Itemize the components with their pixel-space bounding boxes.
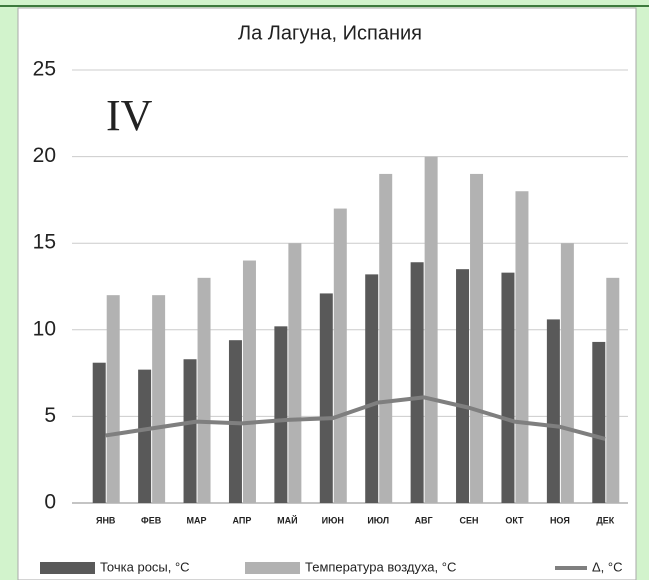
bar	[183, 359, 197, 503]
line-series	[105, 395, 606, 441]
bar	[288, 243, 302, 503]
x-tick-label: ОКТ	[505, 515, 524, 525]
x-tick-label: ФЕВ	[141, 515, 162, 525]
legend-label: Точка росы, °С	[100, 559, 190, 574]
bar	[197, 277, 211, 503]
x-tick-label: СЕН	[460, 515, 479, 525]
x-tick-label: ДЕК	[596, 515, 614, 525]
bar	[410, 262, 424, 503]
bar	[606, 277, 620, 503]
chart-title: Ла Лагуна, Испания	[238, 22, 422, 44]
bar	[515, 191, 529, 504]
legend-swatch	[245, 562, 300, 574]
bar	[106, 295, 120, 503]
x-tick-label: МАЙ	[277, 514, 297, 525]
legend-swatch	[40, 562, 95, 574]
x-tick-label: ИЮН	[322, 515, 344, 525]
bar	[274, 326, 288, 503]
y-tick-label: 10	[33, 317, 56, 340]
bar	[152, 295, 166, 503]
x-tick-label: АВГ	[415, 515, 433, 525]
bar	[546, 319, 560, 503]
annotation: IV	[106, 91, 153, 140]
x-tick-label: МАР	[187, 515, 207, 525]
bar	[379, 173, 393, 504]
bar	[470, 173, 484, 504]
y-tick-label: 0	[44, 491, 56, 514]
x-tick-label: ЯНВ	[96, 515, 116, 525]
bar	[592, 341, 606, 503]
legend-label: Температура воздуха, °С	[305, 559, 456, 574]
bar	[560, 243, 574, 503]
y-tick-label: 25	[33, 58, 56, 81]
x-tick-label: АПР	[233, 515, 252, 525]
x-tick-label: ИЮЛ	[367, 515, 389, 525]
bar	[365, 274, 379, 503]
bar	[319, 293, 333, 503]
y-tick-label: 20	[33, 144, 56, 167]
bar	[456, 269, 470, 503]
y-tick-label: 5	[44, 404, 56, 427]
y-tick-label: 15	[33, 231, 56, 254]
bar	[333, 208, 347, 503]
legend-label: Δ, °С	[592, 559, 623, 574]
bar	[92, 362, 106, 503]
bar	[242, 260, 256, 503]
x-tick-label: НОЯ	[550, 515, 570, 525]
bar	[501, 272, 515, 503]
bar	[424, 156, 438, 503]
bar	[138, 369, 152, 503]
